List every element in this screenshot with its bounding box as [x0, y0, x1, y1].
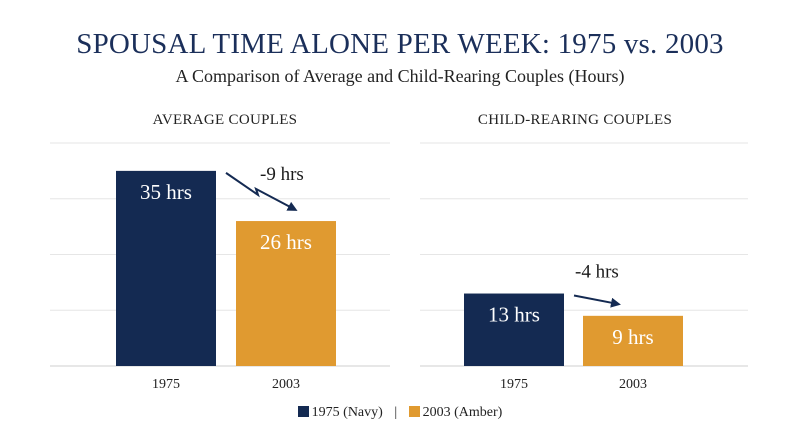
bar-child-rearing-2003: [583, 315, 683, 366]
annotation-arrow: [573, 294, 621, 308]
data-label: 35 hrs: [140, 180, 192, 204]
chart-title: SPOUSAL TIME ALONE PER WEEK: 1975 vs. 20…: [76, 28, 724, 60]
data-label: 13 hrs: [488, 303, 540, 327]
legend-label-2003: 2003 (Amber): [422, 405, 503, 420]
data-label: 26 hrs: [260, 230, 312, 254]
x-tick-label: 1975: [152, 377, 180, 392]
data-label: 9 hrs: [612, 325, 653, 349]
annotation-label: -4 hrs: [575, 262, 619, 283]
legend-label-1975: 1975 (Navy): [311, 405, 383, 420]
bar-child-rearing-1975: [464, 293, 564, 366]
legend-separator: |: [394, 405, 398, 420]
legend-swatch-2003: [408, 406, 420, 417]
legend: 1975 (Navy) | 2003 (Amber): [0, 405, 800, 421]
bar-average-1975: [116, 170, 216, 366]
chart-subtitle: A Comparison of Average and Child-Rearin…: [175, 66, 625, 86]
x-tick-label: 2003: [619, 377, 647, 392]
annotation-label: -9 hrs: [260, 164, 304, 185]
legend-swatch-1975: [297, 406, 309, 417]
x-tick-label: 1975: [500, 377, 528, 392]
panel-title-child-rearing: CHILD-REARING COUPLES: [477, 112, 673, 128]
panel-title-average: AVERAGE COUPLES: [152, 112, 298, 128]
x-tick-label: 2003: [272, 377, 300, 392]
annotation-arrow: [225, 172, 298, 211]
bar-average-2003: [236, 221, 336, 366]
